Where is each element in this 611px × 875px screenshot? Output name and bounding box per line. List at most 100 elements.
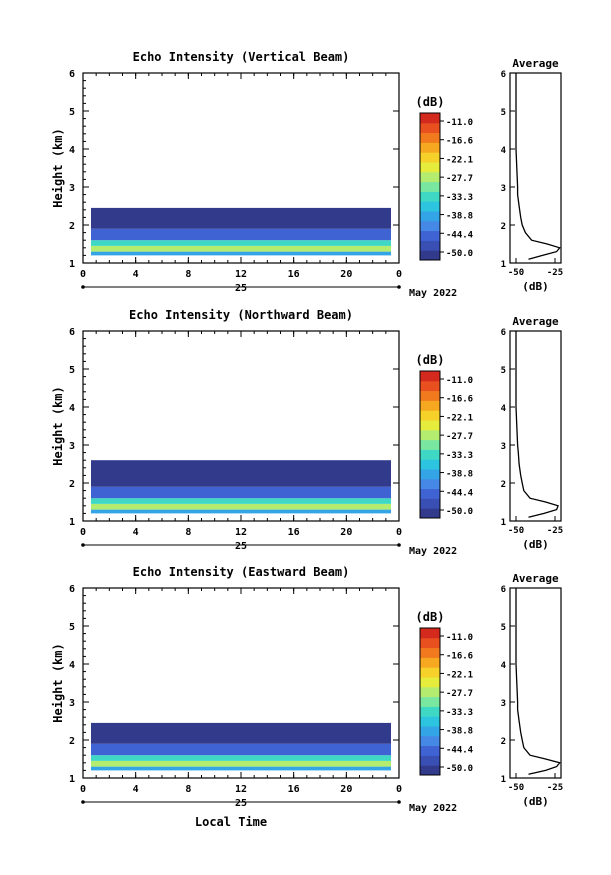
- y-tick-label: 1: [69, 517, 75, 528]
- colorbar-segment: [420, 498, 440, 509]
- heatmap-band: [91, 245, 391, 252]
- x-tick-label: 4: [133, 269, 139, 280]
- colorbar-tick-label: -22.1: [446, 670, 473, 680]
- y-tick-label: 4: [69, 145, 75, 156]
- x-tick-label: 0: [396, 269, 402, 280]
- colorbar-segment: [420, 716, 440, 727]
- date-axis-start: [81, 800, 85, 804]
- colorbar-segment: [420, 171, 440, 183]
- date-axis-start: [81, 543, 85, 547]
- colorbar-tick-label: -50.0: [446, 764, 473, 774]
- y-tick-label: 5: [69, 107, 75, 118]
- y-tick-label: 2: [69, 221, 75, 232]
- month-label: May 2022: [409, 546, 457, 557]
- heatmap-band: [91, 509, 391, 514]
- colorbar-segment: [420, 677, 440, 688]
- average-y-tick-label: 2: [501, 480, 506, 490]
- colorbar-segment: [420, 250, 440, 261]
- average-y-tick-label: 6: [501, 328, 506, 338]
- y-tick-label: 6: [69, 327, 75, 338]
- colorbar-segment: [420, 410, 440, 421]
- average-y-tick-label: 1: [501, 775, 506, 785]
- colorbar-segment: [420, 380, 440, 392]
- colorbar-segment: [420, 745, 440, 756]
- colorbar-segment: [420, 400, 440, 411]
- average-y-tick-label: 3: [501, 442, 506, 452]
- heatmap-band: [91, 722, 391, 744]
- x-tick-label: 0: [80, 784, 86, 795]
- y-tick-label: 1: [69, 774, 75, 785]
- average-y-tick-label: 2: [501, 222, 506, 232]
- colorbar-tick-label: -22.1: [446, 155, 473, 165]
- heatmap-band: [91, 755, 391, 761]
- average-x-label: (dB): [522, 538, 549, 551]
- colorbar-segment: [420, 162, 440, 173]
- heatmap-band: [91, 228, 391, 241]
- average-y-tick-label: 6: [501, 70, 506, 80]
- x-tick-label: 16: [288, 527, 300, 538]
- x-tick-label: 0: [80, 527, 86, 538]
- y-axis-label: Height (km): [51, 128, 65, 207]
- y-tick-label: 3: [69, 698, 75, 709]
- colorbar-segment: [420, 191, 440, 202]
- heatmap-band: [91, 240, 391, 246]
- colorbar-tick-label: -11.0: [446, 118, 473, 128]
- colorbar-segment: [420, 371, 440, 382]
- average-y-tick-label: 4: [501, 146, 507, 156]
- colorbar-segment: [420, 508, 440, 519]
- y-tick-label: 5: [69, 365, 75, 376]
- average-frame: [509, 72, 562, 264]
- x-tick-label: 4: [133, 527, 139, 538]
- average-frame: [509, 587, 562, 779]
- y-tick-label: 5: [69, 622, 75, 633]
- colorbar-tick-label: -33.3: [446, 708, 473, 718]
- x-tick-label: 12: [235, 784, 247, 795]
- colorbar-segment: [420, 439, 440, 450]
- colorbar-segment: [420, 220, 440, 232]
- y-tick-label: 3: [69, 441, 75, 452]
- colorbar-segment: [420, 201, 440, 212]
- average-y-tick-label: 6: [501, 585, 506, 595]
- average-x-tick-label: -25: [547, 783, 563, 793]
- y-tick-label: 3: [69, 183, 75, 194]
- y-axis-label: Height (km): [51, 386, 65, 465]
- x-tick-label: 8: [185, 784, 191, 795]
- day-label: 25: [235, 283, 247, 294]
- heatmap-band: [91, 207, 391, 229]
- heatmap-band: [91, 503, 391, 510]
- colorbar-unit: (dB): [416, 610, 445, 624]
- average-y-tick-label: 1: [501, 518, 506, 528]
- colorbar-tick-label: -33.3: [446, 193, 473, 203]
- colorbar-tick-label: -38.8: [446, 212, 473, 222]
- x-tick-label: 8: [185, 527, 191, 538]
- heatmap-band: [91, 498, 391, 504]
- colorbar-frame: [419, 370, 441, 519]
- colorbar-segment: [420, 420, 440, 431]
- panel-title: Echo Intensity (Eastward Beam): [133, 565, 350, 579]
- average-x-tick-label: -50: [508, 268, 524, 278]
- heatmap-band: [91, 760, 391, 767]
- heatmap-band: [91, 251, 391, 256]
- colorbar-segment: [420, 735, 440, 747]
- colorbar-segment: [420, 686, 440, 698]
- colorbar-segment: [420, 755, 440, 766]
- colorbar-segment: [420, 122, 440, 134]
- average-x-tick-label: -25: [547, 268, 563, 278]
- y-tick-label: 6: [69, 69, 75, 80]
- heatmap-band: [91, 460, 391, 487]
- colorbar-tick-label: -27.7: [446, 432, 473, 442]
- colorbar-segment: [420, 113, 440, 124]
- x-tick-label: 16: [288, 784, 300, 795]
- y-tick-label: 4: [69, 660, 75, 671]
- average-x-tick-label: -50: [508, 783, 524, 793]
- average-y-tick-label: 5: [501, 623, 506, 633]
- colorbar-segment: [420, 696, 440, 707]
- average-x-label: (dB): [522, 795, 549, 808]
- heatmap-band: [91, 766, 391, 771]
- x-tick-label: 20: [340, 784, 352, 795]
- colorbar-segment: [420, 657, 440, 668]
- month-label: May 2022: [409, 288, 457, 299]
- panel-title: Echo Intensity (Northward Beam): [129, 308, 353, 322]
- colorbar-segment: [420, 726, 440, 737]
